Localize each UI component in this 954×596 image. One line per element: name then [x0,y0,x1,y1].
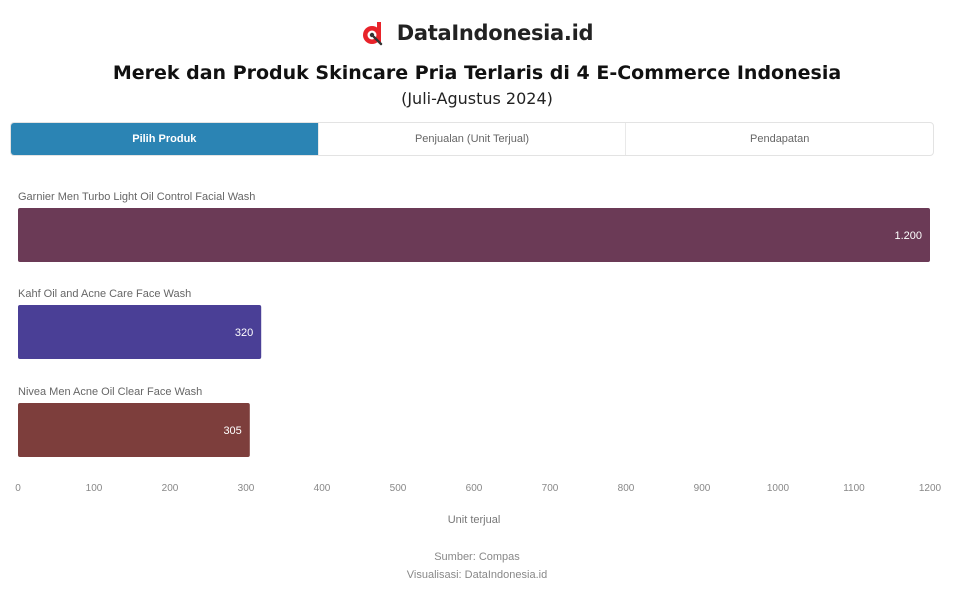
x-tick-label: 300 [238,483,255,494]
tab-revenue[interactable]: Pendapatan [750,133,810,145]
x-tick-label: 900 [694,483,711,494]
x-tick-label: 1200 [919,483,942,494]
chart-title: Merek dan Produk Skincare Pria Terlaris … [112,62,842,84]
category-label: Garnier Men Turbo Light Oil Control Faci… [18,191,255,203]
bar [18,208,930,262]
data-label: 320 [235,327,253,339]
x-tick-label: 400 [314,483,331,494]
x-tick-label: 1100 [843,483,865,494]
tab-product[interactable]: Pilih Produk [11,123,319,155]
metric-tabs: Pilih Produk Penjualan (Unit Terjual) Pe… [10,122,934,156]
x-tick-label: 200 [162,483,179,494]
tab-sales[interactable]: Penjualan (Unit Terjual) [319,123,627,155]
x-tick-label: 800 [618,483,635,494]
source-note: Sumber: Compas [434,551,520,563]
bar [18,305,262,359]
chart-subtitle: (Juli-Agustus 2024) [401,89,553,108]
x-tick-label: 500 [390,483,407,494]
brand-name: DataIndonesia.id [396,21,594,45]
data-label: 305 [223,425,241,437]
x-tick-label: 100 [86,483,103,494]
category-label: Nivea Men Acne Oil Clear Face Wash [18,386,202,398]
data-label: 1.200 [894,230,922,242]
x-axis-label: Unit terjual [448,514,501,526]
x-tick-label: 600 [466,483,483,494]
bar [18,403,250,457]
category-label: Kahf Oil and Acne Care Face Wash [18,288,191,300]
x-tick-label: 0 [15,483,21,494]
x-tick-label: 700 [542,483,559,494]
credit-note: Visualisasi: DataIndonesia.id [406,569,548,581]
x-tick-label: 1000 [767,483,790,494]
brand-logo-icon [361,20,387,46]
brand-header: DataIndonesia.id [0,20,954,46]
